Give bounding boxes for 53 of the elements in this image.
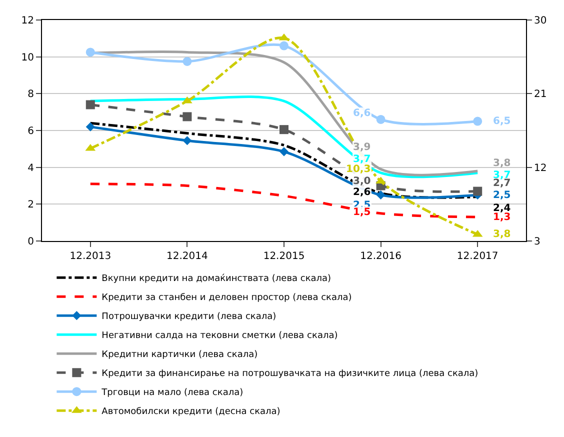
data-label: 3,0 [353, 176, 371, 187]
data-label: 10,3 [346, 164, 371, 175]
legend-label: Кредити за станбен и деловен простор (лева скала) [102, 293, 352, 304]
y-tick-label: 8 [28, 89, 34, 100]
data-label: 2,4 [493, 203, 511, 214]
y2-tick-label: 30 [534, 16, 547, 26]
data-label: 3,8 [493, 229, 511, 240]
x-tick-label: 12.2016 [360, 251, 402, 262]
data-label: 2,7 [493, 178, 511, 189]
data-label: 2,5 [353, 200, 371, 211]
y2-tick-label: 21 [534, 89, 547, 100]
data-label: 3,7 [353, 154, 371, 165]
data-label: 1,5 [353, 207, 371, 218]
point [182, 136, 192, 146]
data-label: 6,6 [353, 108, 371, 119]
point [473, 186, 482, 196]
point [280, 41, 288, 50]
data-label: 2,6 [353, 187, 371, 198]
legend-label: Автомобилски кредити (десна скала) [102, 407, 280, 418]
y-tick-label: 2 [28, 200, 34, 211]
legend-label: Трговци на мало (лева скала) [100, 388, 244, 398]
x-tick-label: 12.2014 [166, 251, 208, 262]
legend-label: Вкупни кредити на домаќинствата (лева скала) [102, 273, 332, 284]
point [86, 100, 95, 110]
x-tick-label: 12.2015 [263, 251, 305, 262]
x-tick-label: 12.2013 [70, 251, 112, 262]
point [376, 190, 386, 200]
legend-label: Кредити за финансирање на потрошувачката на физичките лица (лева скала) [102, 369, 478, 380]
point [182, 112, 192, 122]
point [182, 56, 192, 66]
point [280, 125, 288, 134]
y2-tick-label: 12 [534, 162, 547, 174]
point [473, 116, 482, 126]
legend-label: Потрошувачки кредити (лева скала) [102, 312, 276, 322]
y-tick-label: 10 [21, 52, 34, 64]
legend-label: Кредитни картички (лева скала) [102, 350, 258, 360]
y-tick-label: 0 [28, 236, 34, 248]
data-label: 3,8 [493, 158, 511, 169]
point [279, 147, 289, 156]
legend-label: Негативни салда на тековни сметки (лева скала) [102, 331, 338, 342]
point [86, 48, 95, 57]
data-label: 3,7 [493, 170, 511, 181]
point [376, 114, 386, 124]
x-tick-label: 12.2017 [456, 251, 498, 262]
y2-tick-label: 3 [534, 236, 540, 248]
data-label: 2,5 [493, 190, 511, 201]
y-tick-label: 4 [28, 162, 34, 174]
point [86, 122, 95, 132]
data-label: 6,5 [493, 116, 511, 127]
data-label: 1,3 [493, 212, 511, 223]
y-tick-label: 6 [28, 126, 34, 137]
y-tick-label: 12 [21, 16, 34, 26]
data-label: 3,9 [353, 142, 371, 153]
